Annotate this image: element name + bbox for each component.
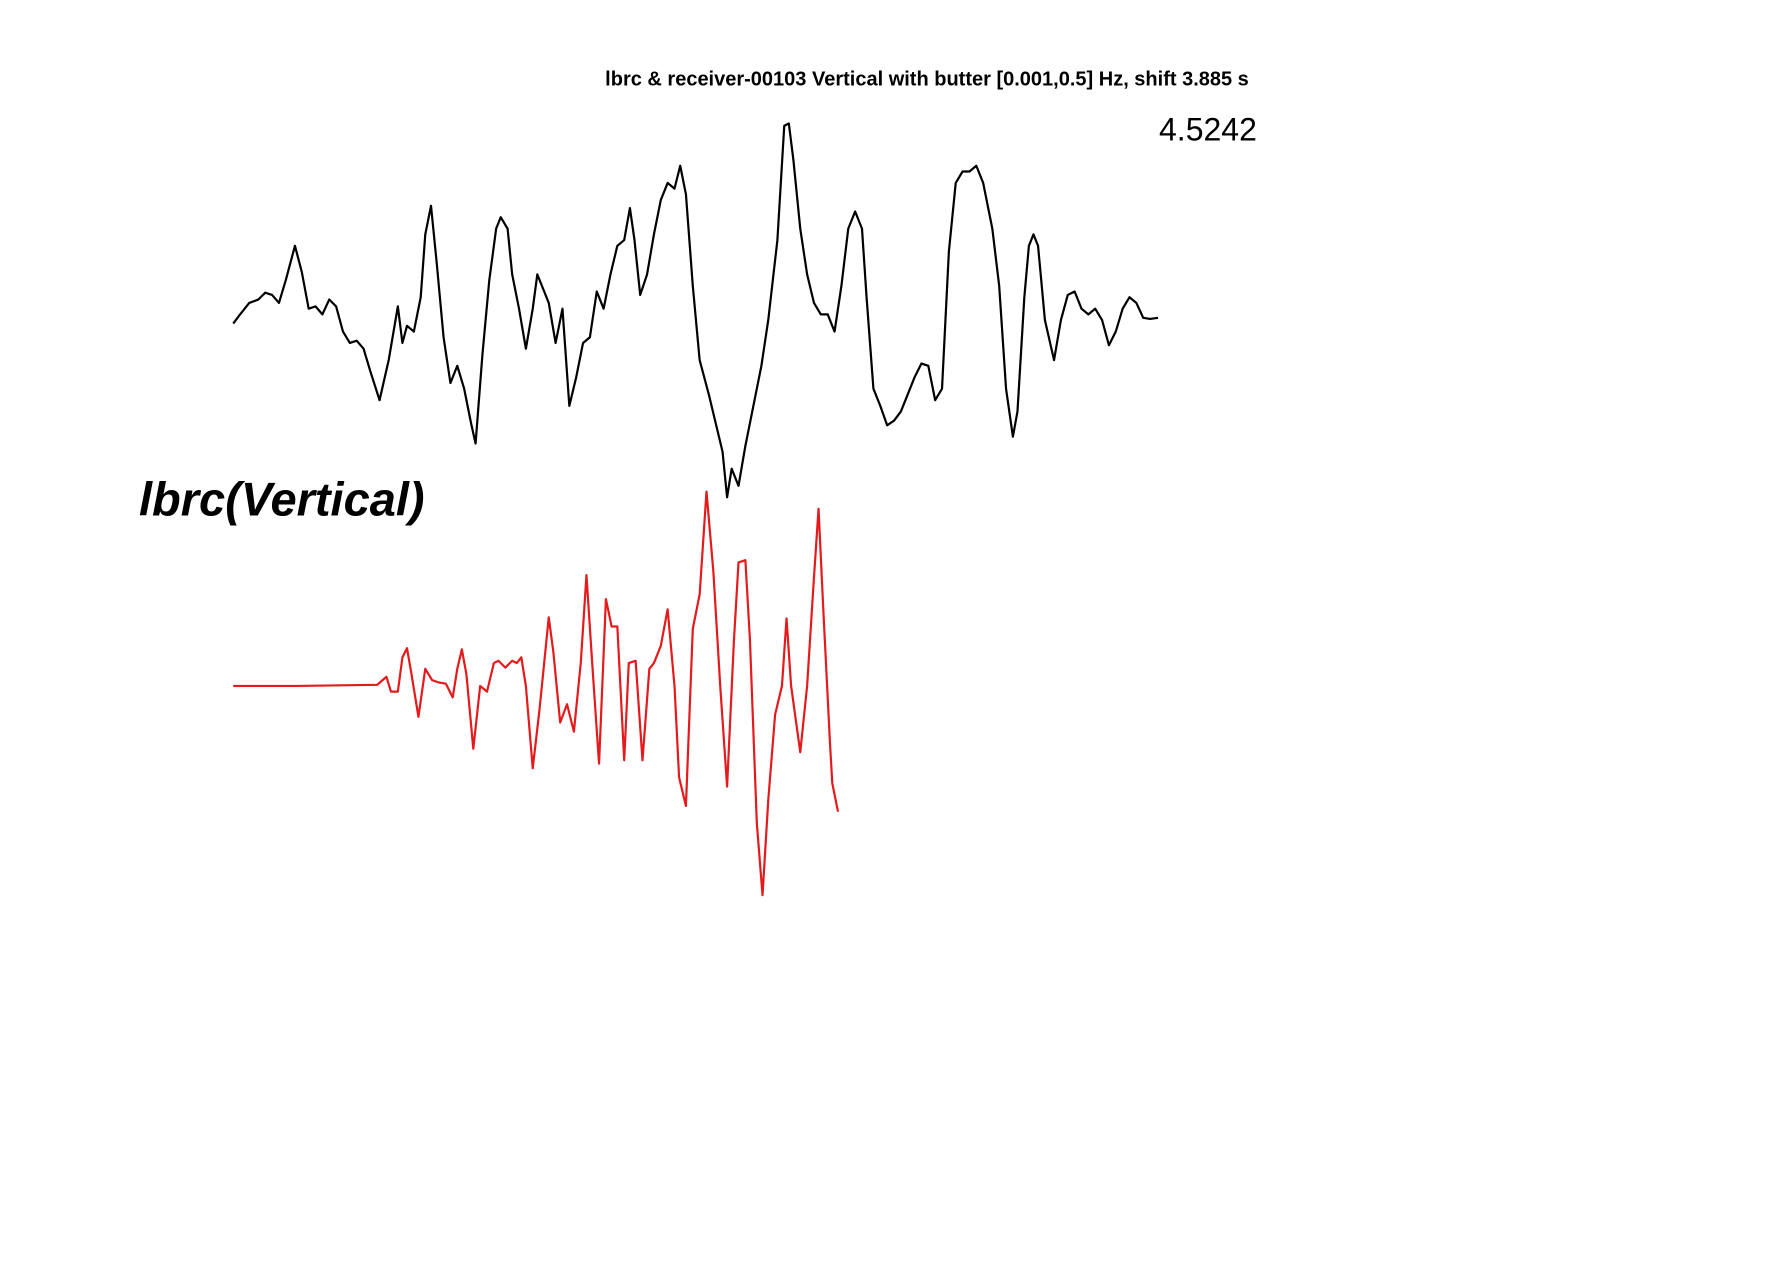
- station-label: lbrc(Vertical): [139, 472, 425, 525]
- waveform-trace: [232, 122, 1159, 499]
- waveform-trace: [233, 490, 840, 897]
- chart-title: lbrc & receiver-00103 Vertical with butt…: [605, 68, 1249, 90]
- amplitude-label: 4.5242: [1159, 111, 1257, 147]
